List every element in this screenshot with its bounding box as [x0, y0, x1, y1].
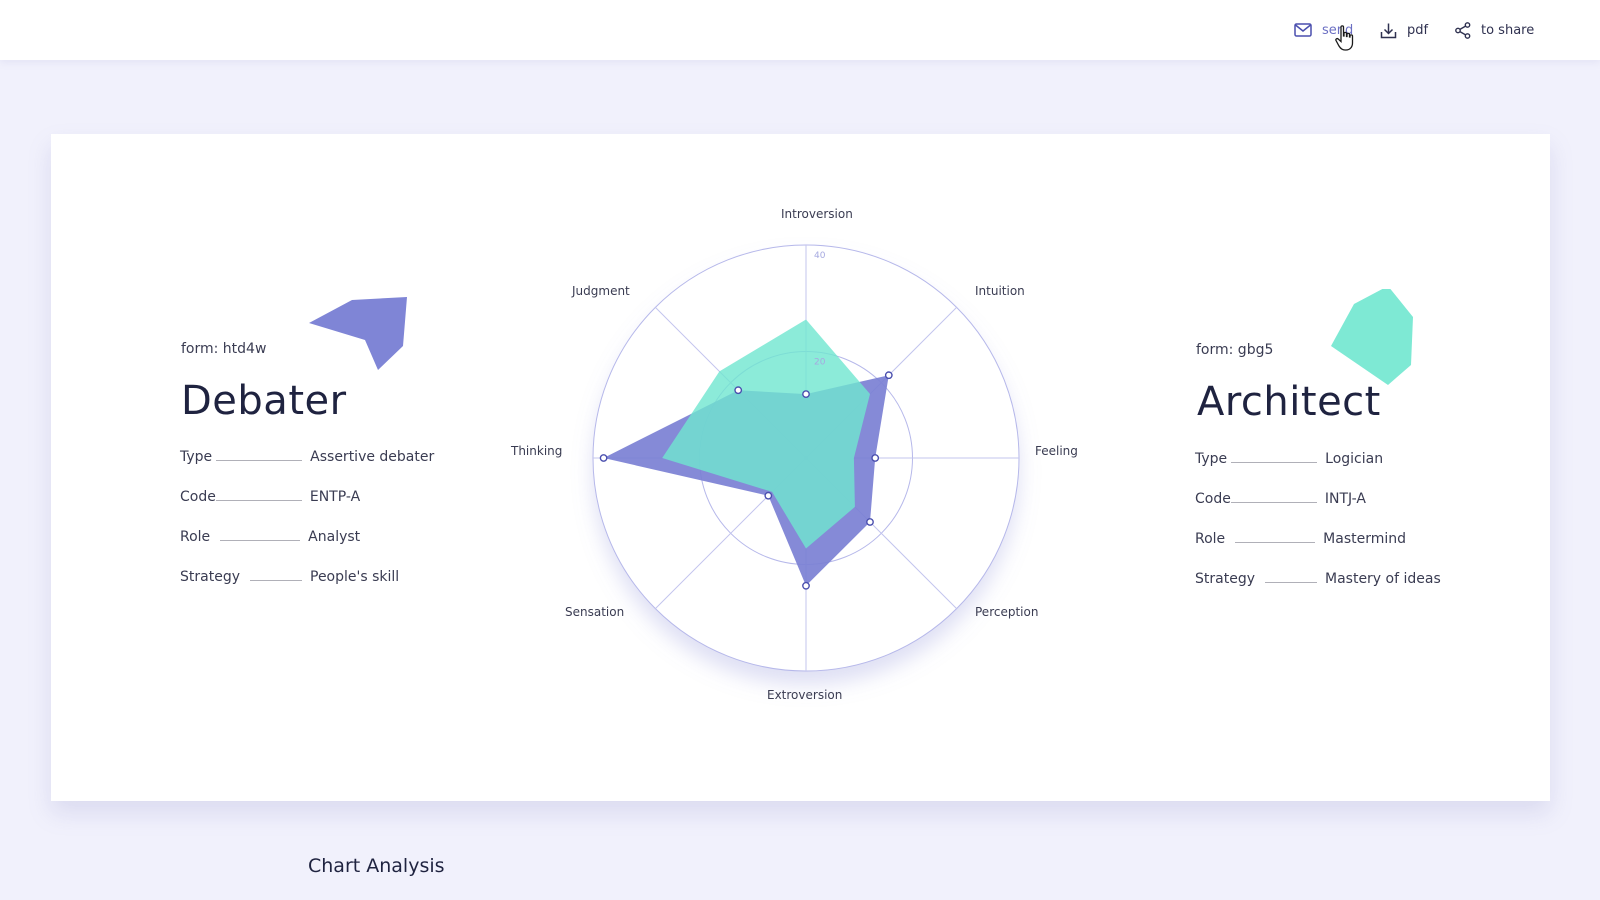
- row-divider: [1231, 461, 1318, 463]
- right-row-type: Type Logician: [1195, 451, 1383, 467]
- axis-label-introversion: Introversion: [781, 207, 853, 221]
- download-icon: [1380, 23, 1397, 38]
- axis-label-feeling: Feeling: [1035, 444, 1078, 458]
- left-row-role: Role Analyst: [180, 529, 360, 545]
- left-row-key: Code: [180, 489, 216, 505]
- left-row-value: Analyst: [308, 529, 361, 545]
- left-row-strategy: Strategy People's skill: [180, 569, 399, 585]
- row-divider: [1230, 501, 1317, 503]
- left-row-key: Role: [180, 529, 211, 545]
- axis-label-sensation: Sensation: [565, 605, 625, 619]
- radar-data-point: [599, 454, 608, 462]
- row-divider: [250, 579, 302, 581]
- axis-label-extroversion: Extroversion: [767, 688, 843, 702]
- radar-data-point: [866, 518, 874, 526]
- right-row-key: Role: [1195, 531, 1226, 547]
- row-divider: [215, 499, 302, 501]
- mail-icon: [1294, 23, 1312, 37]
- left-row-key: Type: [180, 449, 213, 465]
- row-divider: [216, 459, 303, 461]
- axis-label-judgment: Judgment: [572, 284, 630, 298]
- radar-data-point: [734, 386, 743, 395]
- pdf-label: pdf: [1407, 22, 1429, 38]
- axis-label-perception: Perception: [975, 605, 1039, 619]
- right-form-shape: [1331, 289, 1413, 385]
- left-row-value: Assertive debater: [310, 449, 435, 465]
- axis-label-thinking: Thinking: [511, 444, 563, 458]
- right-form-id: form: gbg5: [1196, 342, 1274, 358]
- axis-label-intuition: Intuition: [975, 284, 1025, 298]
- row-divider: [220, 539, 301, 541]
- radar-tick-label: 40: [814, 251, 826, 261]
- radar-data-point: [802, 390, 810, 398]
- right-row-value: Logician: [1325, 451, 1384, 467]
- radar-tick-label: 20: [814, 358, 826, 368]
- radar-data-point: [884, 371, 893, 380]
- radar-series-area-2: [662, 319, 870, 549]
- share-button[interactable]: to share: [1455, 18, 1534, 42]
- right-row-strategy: Strategy Mastery of ideas: [1195, 571, 1441, 587]
- left-form-shape: [309, 297, 407, 370]
- right-row-value: Mastermind: [1323, 531, 1407, 547]
- hand-cursor-icon: [1335, 25, 1354, 51]
- left-row-key: Strategy: [180, 569, 240, 585]
- left-row-type: Type Assertive debater: [180, 449, 434, 465]
- right-row-key: Type: [1195, 451, 1228, 467]
- radar-data-point: [802, 581, 810, 590]
- chart-analysis-heading: Chart Analysis: [308, 855, 445, 877]
- right-row-value: Mastery of ideas: [1325, 571, 1441, 587]
- left-persona-title: Debater: [181, 378, 347, 424]
- radar-points: [599, 371, 893, 590]
- right-row-value: INTJ-A: [1324, 491, 1366, 507]
- row-divider: [1235, 541, 1316, 543]
- share-icon: [1455, 21, 1471, 39]
- top-bar: send pdf to share: [0, 0, 1600, 60]
- radar-data-point: [764, 491, 773, 500]
- pdf-button[interactable]: pdf: [1380, 18, 1428, 42]
- radar-data-point: [871, 454, 880, 462]
- right-row-key: Strategy: [1195, 571, 1255, 587]
- radar-series: [603, 319, 889, 586]
- left-row-code: Code ENTP-A: [180, 489, 360, 505]
- row-divider: [1265, 581, 1317, 583]
- right-persona-title: Architect: [1197, 379, 1381, 425]
- left-row-value: ENTP-A: [309, 489, 361, 505]
- share-label: to share: [1481, 22, 1535, 38]
- right-row-role: Role Mastermind: [1195, 531, 1406, 547]
- right-row-code: Code INTJ-A: [1195, 491, 1366, 507]
- right-row-key: Code: [1195, 491, 1231, 507]
- left-row-value: People's skill: [310, 569, 400, 585]
- left-form-id: form: htd4w: [181, 341, 267, 357]
